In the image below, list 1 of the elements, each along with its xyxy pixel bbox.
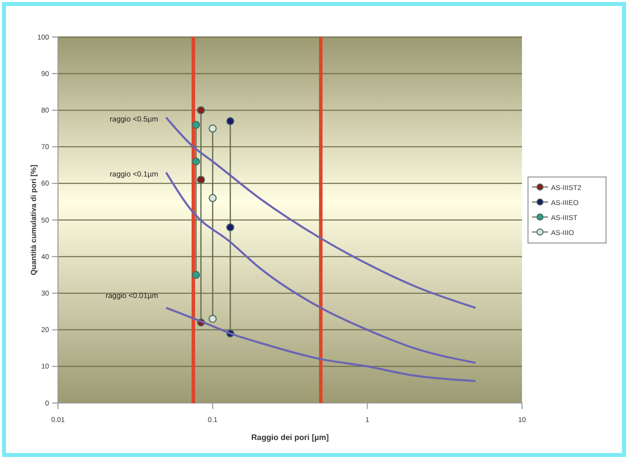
x-axis-title: Raggio dei pori [µm] [251, 433, 330, 442]
